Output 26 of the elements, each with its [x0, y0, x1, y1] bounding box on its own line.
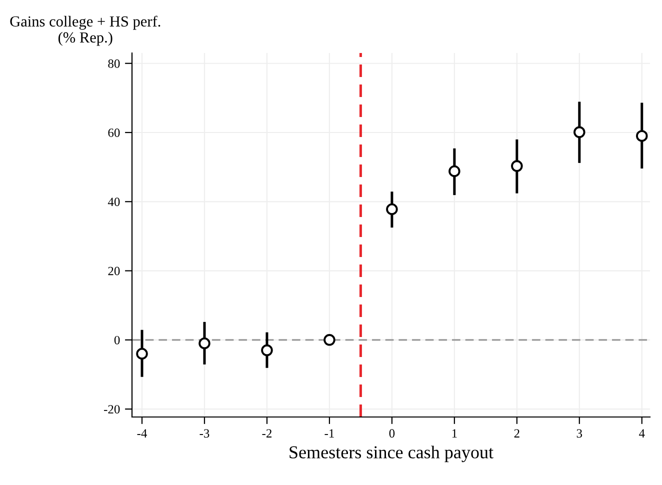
point: [324, 334, 336, 346]
x-tick-label: -3: [200, 429, 210, 438]
y-tick-label: 80: [108, 59, 120, 68]
x-tick-label: 1: [452, 429, 457, 438]
x-axis-title: Semesters since cash payout: [290, 446, 494, 462]
y-tick-label: 60: [108, 128, 120, 137]
point: [136, 348, 148, 360]
y-tick-label: 0: [114, 336, 120, 344]
x-tick-label: 0: [389, 429, 395, 438]
x-tick-label: -1: [324, 429, 334, 438]
point: [636, 130, 648, 142]
x-tick-label: 2: [514, 429, 520, 438]
point: [448, 165, 460, 178]
point: [386, 203, 398, 216]
y-axis-title: Gains college + HS perf. (% Rep.): [10, 16, 160, 46]
x-tick-label: -4: [137, 429, 148, 438]
point: [574, 126, 586, 138]
y-tick-label: -20: [104, 405, 120, 414]
point: [261, 344, 273, 356]
point: [198, 337, 210, 350]
y-tick-label: 40: [108, 198, 120, 206]
x-tick-label: 3: [576, 429, 582, 438]
y-tick-label: 20: [108, 266, 120, 276]
point: [511, 160, 523, 172]
x-tick-label: 4: [638, 429, 645, 438]
x-tick-label: -2: [262, 429, 272, 438]
